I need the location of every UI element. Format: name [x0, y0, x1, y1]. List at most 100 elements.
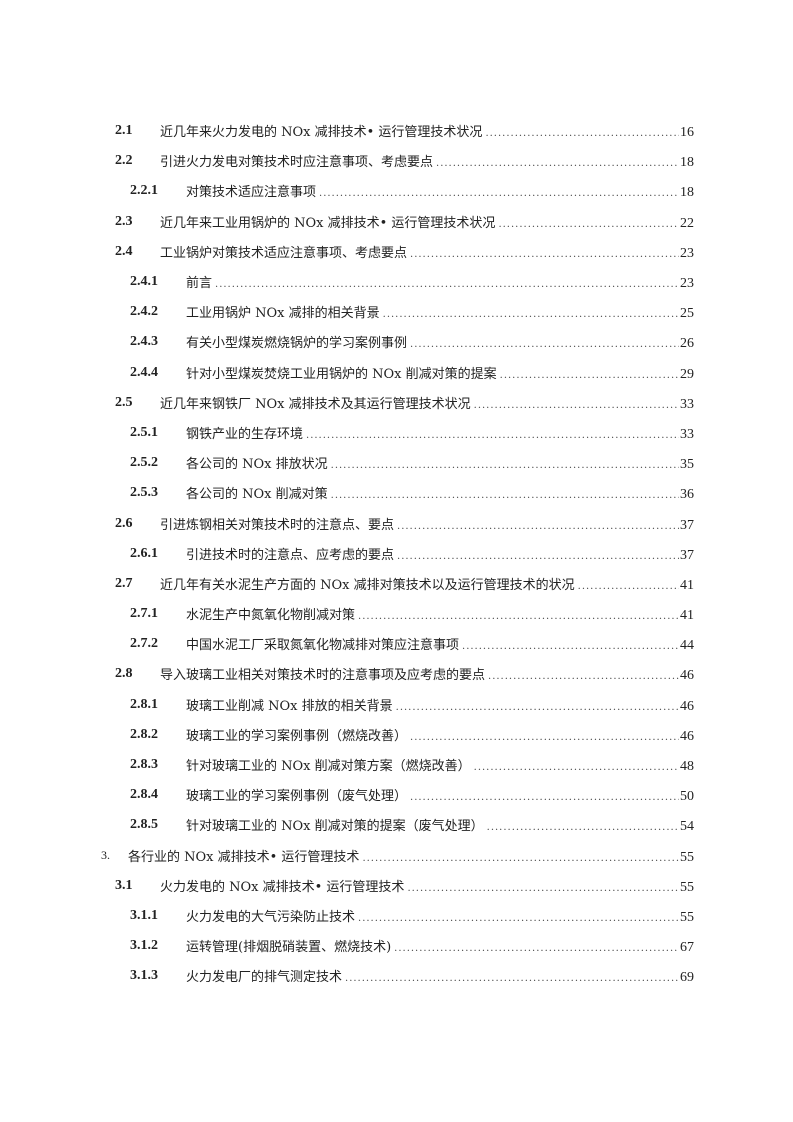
toc-entry-page: 33: [680, 426, 694, 442]
toc-entry[interactable]: 2.4 工业锅炉对策技术适应注意事项、考虑要点 23: [0, 237, 793, 267]
toc-entry-page: 50: [680, 789, 694, 805]
dot-leader: [487, 822, 679, 833]
toc-entry-number: 3.1.2: [130, 938, 158, 954]
toc-entry[interactable]: 2.8.2 玻璃工业的学习案例事例（燃烧改善） 46: [0, 720, 793, 750]
dot-leader: [345, 973, 679, 984]
toc-entry-title: 近几年来钢铁厂 NOx 减排技术及其运行管理技术状况: [160, 396, 471, 412]
toc-entry-number: 3.: [101, 848, 110, 863]
toc-entry[interactable]: 2.7.2 中国水泥工厂采取氮氧化物减排对策应注意事项 44: [0, 629, 793, 659]
toc-entry-number: 2.8.2: [130, 726, 158, 742]
dot-leader: [306, 430, 679, 441]
toc-entry[interactable]: 2.2 引进火力发电对策技术时应注意事项、考虑要点 18: [0, 146, 793, 176]
dot-leader: [319, 188, 679, 199]
dot-leader: [474, 400, 679, 411]
toc-entry[interactable]: 2.8.4 玻璃工业的学习案例事例（废气处理） 50: [0, 780, 793, 810]
toc-entry-number: 2.5: [115, 394, 133, 410]
toc-entry[interactable]: 2.4.2 工业用锅炉 NOx 减排的相关背景 25: [0, 297, 793, 327]
toc-entry-page: 55: [680, 879, 694, 895]
toc-entry[interactable]: 3.1.2 运转管理(排烟脱硝装置、燃烧技术) 67: [0, 931, 793, 961]
toc-entry-title: 工业用锅炉 NOx 减排的相关背景: [186, 306, 380, 322]
dot-leader: [383, 309, 679, 320]
toc-entry-title: 导入玻璃工业相关对策技术时的注意事项及应考虑的要点: [160, 668, 486, 684]
toc-entry-title: 火力发电厂的排气测定技术: [186, 970, 343, 986]
toc-entry-page: 41: [680, 608, 694, 624]
dot-leader: [474, 762, 679, 773]
toc-entry[interactable]: 2.5.1 钢铁产业的生存环境 33: [0, 418, 793, 448]
toc-entry-number: 2.3: [115, 213, 133, 229]
toc-entry[interactable]: 2.8.5 针对玻璃工业的 NOx 削减对策的提案（废气处理） 54: [0, 810, 793, 840]
dot-leader: [410, 339, 679, 350]
toc-entry-title: 中国水泥工厂采取氮氧化物减排对策应注意事项: [186, 638, 460, 654]
toc-entry-title: 引进技术时的注意点、应考虑的要点: [186, 547, 395, 563]
toc-entry-number: 2.6.1: [130, 545, 158, 561]
dot-leader: [500, 370, 679, 381]
table-of-contents: 2.1 近几年来火力发电的 NOx 减排技术• 运行管理技术状况 16 2.2 引进…: [0, 116, 793, 991]
toc-entry-number: 3.1: [115, 877, 133, 893]
toc-entry[interactable]: 2.6 引进炼钢相关对策技术时的注意点、要点 37: [0, 508, 793, 538]
toc-entry-title: 引进火力发电对策技术时应注意事项、考虑要点: [160, 155, 434, 171]
toc-entry-page: 23: [680, 276, 694, 292]
toc-entry-title: 玻璃工业削减 NOx 排放的相关背景: [186, 698, 393, 714]
toc-entry[interactable]: 2.7.1 水泥生产中氮氧化物削减对策 41: [0, 599, 793, 629]
toc-entry[interactable]: 2.7 近几年有关水泥生产方面的 NOx 减排对策技术以及运行管理技术的状况 41: [0, 569, 793, 599]
toc-entry-number: 2.2: [115, 153, 133, 169]
toc-entry-page: 41: [680, 577, 694, 593]
toc-entry-page: 37: [680, 517, 694, 533]
toc-entry-title: 针对小型煤炭焚烧工业用锅炉的 NOx 削减对策的提案: [186, 366, 497, 382]
dot-leader: [215, 279, 679, 290]
toc-entry-number: 2.4.4: [130, 364, 158, 380]
toc-entry-page: 25: [680, 306, 694, 322]
toc-entry-number: 2.4.1: [130, 274, 158, 290]
toc-entry-page: 48: [680, 759, 694, 775]
toc-entry[interactable]: 2.4.1 前言 23: [0, 267, 793, 297]
toc-entry-page: 46: [680, 728, 694, 744]
toc-entry-page: 35: [680, 457, 694, 473]
toc-entry[interactable]: 2.8.3 针对玻璃工业的 NOx 削减对策方案（燃烧改善） 48: [0, 750, 793, 780]
toc-entry-title: 前言: [186, 276, 213, 292]
toc-entry-title: 钢铁产业的生存环境: [186, 426, 304, 442]
toc-entry[interactable]: 2.2.1 对策技术适应注意事项 18: [0, 176, 793, 206]
toc-entry-number: 2.8.4: [130, 787, 158, 803]
dot-leader: [362, 853, 679, 864]
toc-entry-page: 54: [680, 819, 694, 835]
dot-leader: [331, 490, 679, 501]
toc-entry-title: 工业锅炉对策技术适应注意事项、考虑要点: [160, 245, 408, 261]
toc-entry-title: 对策技术适应注意事项: [186, 185, 317, 201]
toc-entry-title: 火力发电的大气污染防止技术: [186, 909, 356, 925]
toc-entry[interactable]: 2.4.3 有关小型煤炭燃烧锅炉的学习案例事例 26: [0, 327, 793, 357]
dot-leader: [397, 551, 679, 562]
dot-leader: [462, 641, 679, 652]
toc-entry[interactable]: 2.4.4 针对小型煤炭焚烧工业用锅炉的 NOx 削减对策的提案 29: [0, 358, 793, 388]
toc-entry-title: 玻璃工业的学习案例事例（废气处理）: [186, 789, 408, 805]
toc-entry[interactable]: 2.8.1 玻璃工业削减 NOx 排放的相关背景 46: [0, 690, 793, 720]
toc-entry[interactable]: 2.8 导入玻璃工业相关对策技术时的注意事项及应考虑的要点 46: [0, 659, 793, 689]
toc-entry[interactable]: 2.5.3 各公司的 NOx 削减对策 36: [0, 478, 793, 508]
toc-entry[interactable]: 3. 各行业的 NOx 减排技术• 运行管理技术 55: [0, 841, 793, 871]
toc-entry-number: 2.5.2: [130, 455, 158, 471]
toc-entry-number: 2.8.3: [130, 757, 158, 773]
toc-entry-number: 2.7: [115, 575, 133, 591]
toc-entry-number: 2.8: [115, 666, 133, 682]
toc-entry[interactable]: 2.3 近几年来工业用锅炉的 NOx 减排技术• 运行管理技术状况 22: [0, 207, 793, 237]
toc-entry[interactable]: 3.1.3 火力发电厂的排气测定技术 69: [0, 961, 793, 991]
toc-entry-number: 2.8.5: [130, 817, 158, 833]
toc-entry-title: 运转管理(排烟脱硝装置、燃烧技术): [186, 940, 392, 956]
toc-entry[interactable]: 2.5.2 各公司的 NOx 排放状况 35: [0, 448, 793, 478]
toc-entry-number: 2.4.3: [130, 334, 158, 350]
toc-entry-page: 16: [680, 125, 694, 141]
dot-leader: [498, 219, 679, 230]
toc-entry[interactable]: 3.1.1 火力发电的大气污染防止技术 55: [0, 901, 793, 931]
dot-leader: [358, 611, 679, 622]
toc-entry[interactable]: 2.1 近几年来火力发电的 NOx 减排技术• 运行管理技术状况 16: [0, 116, 793, 146]
toc-entry[interactable]: 2.6.1 引进技术时的注意点、应考虑的要点 37: [0, 539, 793, 569]
toc-entry-number: 2.7.2: [130, 636, 158, 652]
toc-entry-title: 针对玻璃工业的 NOx 削减对策的提案（废气处理）: [186, 819, 484, 835]
toc-entry[interactable]: 3.1 火力发电的 NOx 减排技术• 运行管理技术 55: [0, 871, 793, 901]
dot-leader: [331, 460, 679, 471]
dot-leader: [578, 581, 679, 592]
toc-entry-page: 33: [680, 396, 694, 412]
toc-entry-number: 3.1.3: [130, 968, 158, 984]
toc-entry-page: 29: [680, 366, 694, 382]
dot-leader: [488, 671, 679, 682]
toc-entry[interactable]: 2.5 近几年来钢铁厂 NOx 减排技术及其运行管理技术状况 33: [0, 388, 793, 418]
